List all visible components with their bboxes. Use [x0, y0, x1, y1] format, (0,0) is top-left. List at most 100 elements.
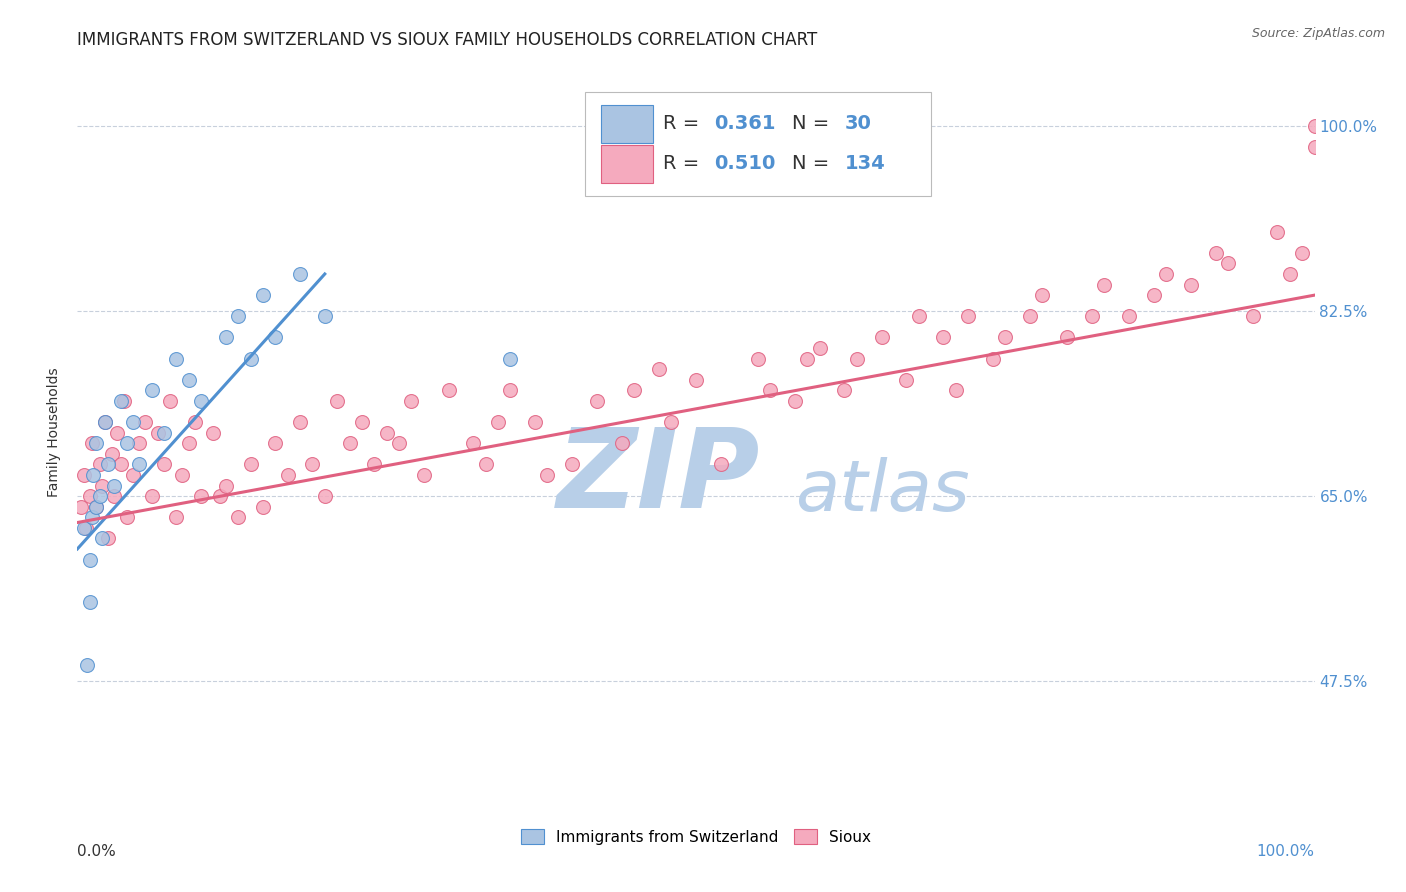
- Point: [586, 393, 609, 408]
- Point: [226, 510, 249, 524]
- Point: [159, 393, 181, 408]
- Point: [1303, 140, 1326, 154]
- Point: [845, 351, 868, 366]
- Point: [1118, 310, 1140, 324]
- Point: [153, 425, 176, 440]
- Point: [610, 436, 633, 450]
- Point: [82, 467, 104, 482]
- Point: [981, 351, 1004, 366]
- Point: [239, 458, 262, 472]
- Point: [783, 393, 806, 408]
- Point: [1291, 245, 1313, 260]
- Point: [536, 467, 558, 482]
- Point: [808, 341, 831, 355]
- Point: [103, 489, 125, 503]
- Point: [122, 415, 145, 429]
- Point: [165, 351, 187, 366]
- Point: [1143, 288, 1166, 302]
- Point: [685, 373, 707, 387]
- Point: [82, 436, 104, 450]
- Point: [1056, 330, 1078, 344]
- Point: [239, 351, 262, 366]
- Point: [184, 415, 207, 429]
- Point: [141, 384, 163, 398]
- Point: [1031, 288, 1053, 302]
- Point: [84, 500, 107, 514]
- Point: [202, 425, 225, 440]
- Point: [1081, 310, 1104, 324]
- Point: [326, 393, 349, 408]
- Legend: Immigrants from Switzerland, Sioux: Immigrants from Switzerland, Sioux: [515, 822, 877, 851]
- Point: [710, 458, 733, 472]
- Point: [264, 436, 287, 450]
- Point: [79, 552, 101, 566]
- Point: [945, 384, 967, 398]
- Point: [834, 384, 856, 398]
- Point: [93, 415, 115, 429]
- Point: [499, 384, 522, 398]
- Point: [1241, 310, 1264, 324]
- Point: [97, 532, 120, 546]
- FancyBboxPatch shape: [600, 104, 652, 143]
- Point: [110, 393, 132, 408]
- Point: [134, 415, 156, 429]
- Point: [350, 415, 373, 429]
- Point: [314, 489, 336, 503]
- Text: 30: 30: [845, 114, 872, 134]
- Point: [1180, 277, 1202, 292]
- Point: [957, 310, 980, 324]
- Point: [1267, 225, 1289, 239]
- Point: [301, 458, 323, 472]
- Point: [277, 467, 299, 482]
- Point: [388, 436, 411, 450]
- Text: R =: R =: [662, 154, 704, 173]
- Text: 0.0%: 0.0%: [77, 844, 117, 858]
- Point: [112, 393, 135, 408]
- Point: [76, 658, 98, 673]
- Point: [896, 373, 918, 387]
- Point: [101, 447, 124, 461]
- Point: [146, 425, 169, 440]
- Point: [1278, 267, 1301, 281]
- Point: [375, 425, 398, 440]
- Point: [91, 478, 114, 492]
- Point: [165, 510, 187, 524]
- Text: R =: R =: [662, 114, 704, 134]
- Point: [796, 351, 818, 366]
- Text: 100.0%: 100.0%: [1257, 844, 1315, 858]
- Point: [79, 489, 101, 503]
- Point: [486, 415, 509, 429]
- Point: [747, 351, 769, 366]
- Point: [115, 436, 138, 450]
- Text: N =: N =: [793, 154, 837, 173]
- Point: [412, 467, 434, 482]
- Point: [89, 489, 111, 503]
- Point: [141, 489, 163, 503]
- Point: [1092, 277, 1115, 292]
- Point: [264, 330, 287, 344]
- Text: 134: 134: [845, 154, 886, 173]
- Point: [190, 489, 212, 503]
- Point: [474, 458, 496, 472]
- Point: [932, 330, 955, 344]
- FancyBboxPatch shape: [600, 145, 652, 183]
- Point: [72, 521, 94, 535]
- Point: [314, 310, 336, 324]
- Point: [93, 415, 115, 429]
- Point: [648, 362, 671, 376]
- Point: [190, 393, 212, 408]
- Point: [524, 415, 547, 429]
- Point: [128, 458, 150, 472]
- Point: [288, 267, 311, 281]
- Point: [103, 478, 125, 492]
- Point: [759, 384, 782, 398]
- Point: [252, 288, 274, 302]
- Point: [75, 521, 97, 535]
- Text: N =: N =: [793, 114, 837, 134]
- Point: [208, 489, 231, 503]
- Point: [70, 500, 93, 514]
- Point: [153, 458, 176, 472]
- Point: [994, 330, 1017, 344]
- Point: [215, 478, 238, 492]
- Point: [401, 393, 423, 408]
